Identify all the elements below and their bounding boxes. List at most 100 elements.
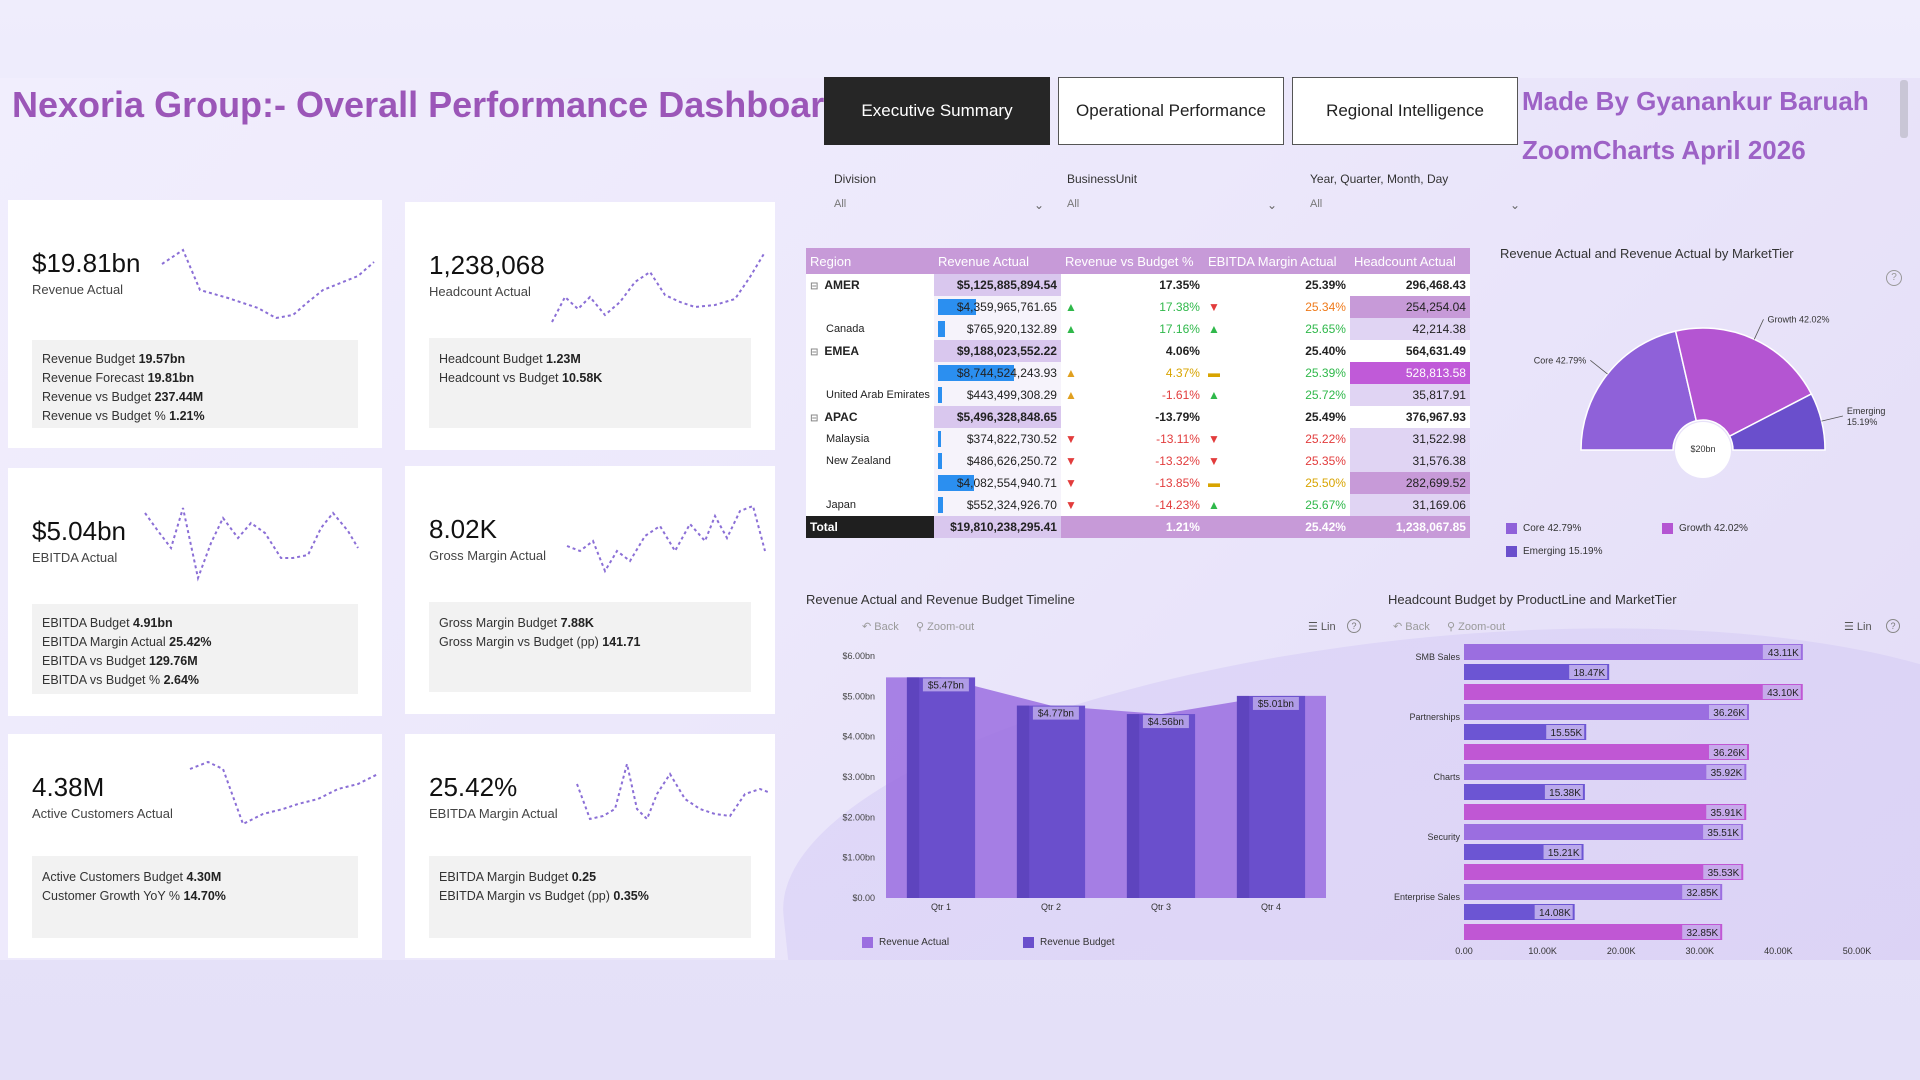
timeline-chart[interactable]: $0.00 $1.00bn $2.00bn $3.00bn $4.00bn $5.00bn… — [806, 640, 1366, 940]
collapse-icon[interactable]: ⊟ — [810, 281, 819, 292]
col-ebitda-margin[interactable]: EBITDA Margin Actual — [1203, 248, 1350, 274]
headcount-bar[interactable] — [1464, 864, 1744, 880]
chevron-down-icon[interactable]: ⌄ — [1033, 198, 1044, 212]
tab-executive-summary[interactable]: Executive Summary — [824, 77, 1050, 145]
revenue-cell: $443,499,308.29 — [966, 388, 1057, 402]
x-tick-label: 20.00K — [1607, 946, 1636, 956]
matrix-row[interactable]: United Arab Emirates $443,499,308.29 ▲ -1.6… — [806, 384, 1470, 406]
revenue-actual-area[interactable] — [886, 677, 1326, 898]
revenue-databar — [937, 387, 942, 403]
pie-chart-title: Revenue Actual and Revenue Actual by Mar… — [1500, 246, 1794, 261]
headcount-bar[interactable] — [1464, 644, 1803, 660]
chevron-down-icon[interactable]: ⌄ — [1266, 198, 1277, 212]
zoom-out-button[interactable]: ⚲ Zoom-out — [916, 621, 975, 633]
tab-operational-performance[interactable]: Operational Performance — [1058, 77, 1284, 145]
matrix-row[interactable]: $4,359,965,761.65 ▲ 17.38% ▼ 25.34% 254,254.0… — [806, 296, 1470, 318]
headcount-bar[interactable] — [1464, 824, 1744, 840]
pie-center-label: $20bn — [1690, 444, 1715, 454]
kpi-details: Gross Margin Budget 7.88K Gross Margin v… — [429, 602, 751, 692]
rvb-cell: -13.85% — [1155, 476, 1200, 490]
matrix-row[interactable]: Malaysia $374,822,730.52 ▼ -13.11% ▼ 25.22% 31… — [806, 428, 1470, 450]
data-label: 32.85K — [1686, 888, 1718, 899]
down-triangle-icon: ▼ — [1064, 498, 1077, 512]
matrix-row[interactable]: ⊟ AMER $5,125,885,894.54 17.35% 25.39% 296,46… — [806, 274, 1470, 296]
col-region[interactable]: Region — [806, 248, 934, 274]
legend-core[interactable]: Core 42.79% — [1506, 523, 1581, 534]
data-label-bg — [1762, 645, 1801, 659]
matrix-row[interactable]: Canada $765,920,132.89 ▲ 17.16% ▲ 25.65% 42,21… — [806, 318, 1470, 340]
category-label: Security — [1427, 832, 1460, 842]
help-icon[interactable]: ? — [1347, 619, 1361, 633]
collapse-icon[interactable]: ⊟ — [810, 347, 819, 358]
lin-toggle[interactable]: ☰ Lin — [1308, 621, 1336, 633]
page-scrollbar[interactable] — [1900, 80, 1908, 138]
kpi-card-revenue[interactable]: $19.81bn Revenue Actual Revenue Budget 1… — [8, 200, 382, 448]
revenue-cell: $9,188,023,552.22 — [933, 340, 1061, 362]
up-triangle-icon: ▲ — [1207, 498, 1220, 512]
matrix-row[interactable]: $8,744,524,243.93 ▲ 4.37% ▬ 25.39% 528,813.58 — [806, 362, 1470, 384]
pie-slice-growth[interactable] — [1674, 327, 1813, 438]
kpi-details: EBITDA Margin Budget 0.25 EBITDA Margin … — [429, 856, 751, 938]
warning-triangle-icon: ▲ — [1064, 388, 1077, 402]
headcount-bar-chart[interactable]: 43.11K 18.47K SMB Sales 43.10K 36.26K 15.55K P… — [1388, 636, 1908, 956]
headcount-bar[interactable] — [1464, 804, 1747, 820]
y-tick-label: $0.00 — [852, 893, 875, 903]
legend-emerging[interactable]: Emerging 15.19% — [1506, 546, 1603, 557]
legend-swatch — [1023, 937, 1034, 948]
matrix-row[interactable]: Japan $552,324,926.70 ▼ -14.23% ▲ 25.67% 31,16… — [806, 494, 1470, 516]
matrix-row[interactable]: $4,082,554,940.71 ▼ -13.85% ▬ 25.50% 282,699.… — [806, 472, 1470, 494]
detail-ebitda-margin-budget: EBITDA Margin Budget 0.25 — [439, 870, 597, 884]
detail-gross-margin-vs-budget: Gross Margin vs Budget (pp) 141.71 — [439, 635, 641, 649]
matrix-row[interactable]: ⊟ APAC $5,496,328,848.65 -13.79% 25.49% 376,9… — [806, 406, 1470, 428]
rvb-cell: 4.06% — [1060, 340, 1204, 362]
col-revenue-vs-budget[interactable]: Revenue vs Budget % — [1060, 248, 1204, 274]
headcount-bar[interactable] — [1464, 704, 1750, 720]
region-matrix[interactable]: Region Revenue Actual Revenue vs Budget … — [806, 248, 1470, 538]
kpi-card-ebitda[interactable]: $5.04bn EBITDA Actual EBITDA Budget 4.91… — [8, 468, 382, 716]
kpi-card-customers[interactable]: 4.38M Active Customers Actual Active Cus… — [8, 734, 382, 958]
help-icon[interactable]: ? — [1886, 270, 1902, 286]
legend-revenue-budget[interactable]: Revenue Budget — [1023, 937, 1115, 948]
pie-slice-core[interactable] — [1580, 330, 1698, 451]
pie-slice-emerging[interactable] — [1728, 392, 1826, 451]
headcount-bar[interactable] — [1464, 884, 1723, 900]
region-name: New Zealand — [826, 455, 891, 467]
matrix-row[interactable]: ⊟ EMEA $9,188,023,552.22 4.06% 25.40% 564,631… — [806, 340, 1470, 362]
lin-toggle[interactable]: ☰ Lin — [1844, 621, 1872, 633]
kpi-details: Active Customers Budget 4.30M Customer G… — [32, 856, 358, 938]
region-name: APAC — [824, 410, 858, 424]
x-tick-label: Qtr 2 — [1041, 902, 1061, 912]
up-triangle-icon: ▲ — [1207, 322, 1220, 336]
kpi-label: Revenue Actual — [32, 282, 124, 297]
headcount-bar[interactable] — [1464, 744, 1750, 760]
slicer-date[interactable]: Year, Quarter, Month, Day All ⌄ — [1310, 172, 1520, 212]
kpi-card-headcount[interactable]: 1,238,068 Headcount Actual Headcount Bud… — [405, 202, 775, 450]
headcount-cell: 31,169.06 — [1349, 494, 1470, 516]
kpi-card-gross-margin[interactable]: 8.02K Gross Margin Actual Gross Margin B… — [405, 466, 775, 714]
col-revenue-actual[interactable]: Revenue Actual — [933, 248, 1061, 274]
down-triangle-icon: ▼ — [1064, 476, 1077, 490]
back-button[interactable]: ↶ Back — [1393, 621, 1430, 633]
author-credit: Made By Gyanankur Baruah — [1522, 86, 1869, 116]
headcount-cell: 296,468.43 — [1349, 274, 1470, 296]
chevron-down-icon[interactable]: ⌄ — [1509, 198, 1520, 212]
collapse-icon[interactable]: ⊟ — [810, 413, 819, 424]
slicer-business-unit[interactable]: BusinessUnit All ⌄ — [1067, 172, 1277, 212]
zoom-out-button[interactable]: ⚲ Zoom-out — [1447, 621, 1506, 633]
legend-swatch — [862, 937, 873, 948]
help-icon[interactable]: ? — [1886, 619, 1900, 633]
legend-growth[interactable]: Growth 42.02% — [1662, 523, 1748, 534]
headcount-bar[interactable] — [1464, 684, 1803, 700]
legend-revenue-actual[interactable]: Revenue Actual — [862, 937, 949, 948]
col-headcount[interactable]: Headcount Actual — [1349, 248, 1470, 274]
headcount-bar[interactable] — [1464, 924, 1723, 940]
back-button[interactable]: ↶ Back — [862, 621, 899, 633]
matrix-row[interactable]: New Zealand $486,626,250.72 ▼ -13.32% ▼ 25.35… — [806, 450, 1470, 472]
headcount-bar[interactable] — [1464, 764, 1747, 780]
kpi-card-ebitda-margin[interactable]: 25.42% EBITDA Margin Actual EBITDA Margi… — [405, 734, 775, 958]
slicer-division[interactable]: Division All ⌄ — [834, 172, 1044, 212]
pie-data-label: Core 42.79% — [1534, 355, 1587, 365]
tab-regional-intelligence[interactable]: Regional Intelligence — [1292, 77, 1518, 145]
pie-data-label: 15.19% — [1847, 417, 1878, 427]
